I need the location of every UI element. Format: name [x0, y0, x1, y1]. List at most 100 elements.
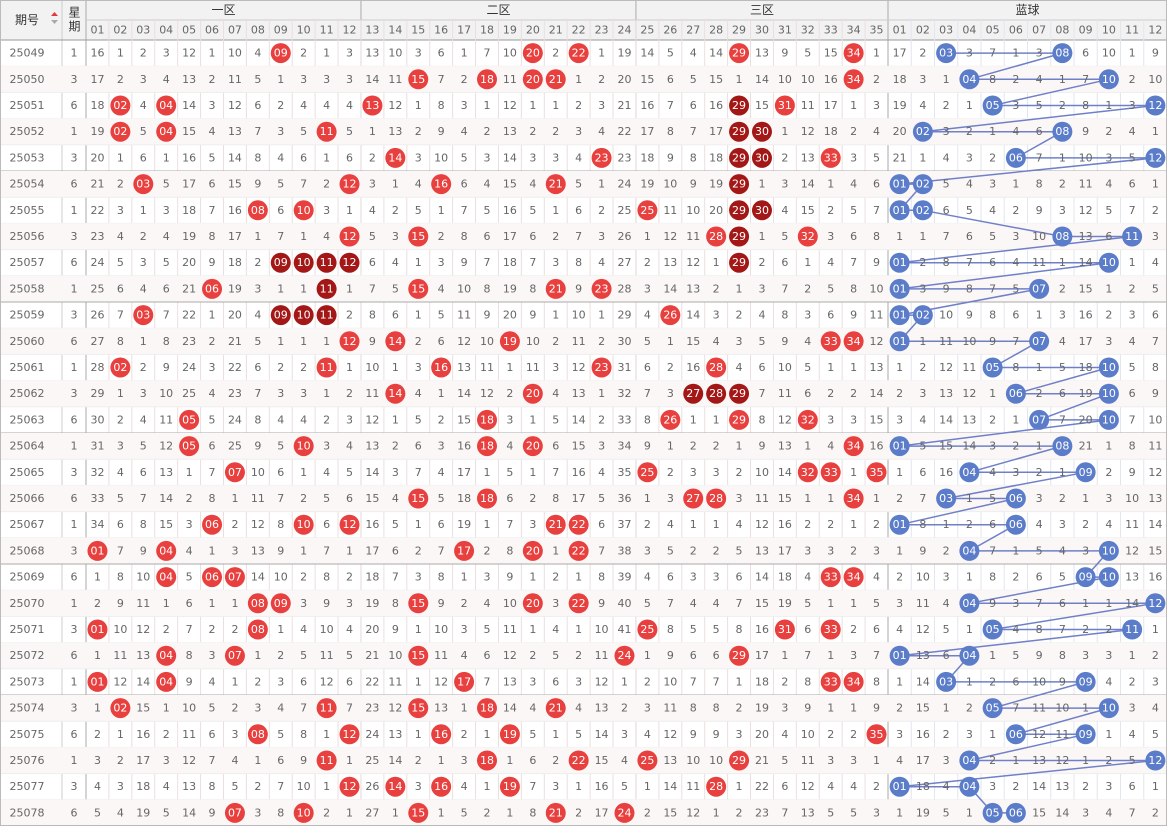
miss-count: 3: [919, 387, 926, 400]
red-ball: [522, 436, 543, 457]
red-ball-number: 25: [640, 754, 654, 767]
miss-count: 1: [850, 466, 857, 479]
miss-count: 5: [1012, 649, 1019, 662]
red-ball-number: 07: [228, 571, 242, 584]
red-ball-number: 20: [526, 597, 540, 610]
miss-count: 3: [804, 544, 811, 557]
miss-count: 2: [552, 335, 559, 348]
miss-count: 3: [346, 597, 353, 610]
red-col-header: 35: [870, 24, 884, 37]
miss-count: 3: [896, 597, 903, 610]
miss-count: 14: [962, 440, 976, 453]
miss-count: 5: [300, 649, 307, 662]
miss-count: 14: [251, 571, 265, 584]
miss-count: 13: [1125, 571, 1139, 584]
issue-header[interactable]: 期号: [15, 13, 39, 27]
miss-count: 23: [90, 230, 104, 243]
red-ball-number: 34: [847, 73, 861, 86]
miss-count: 1: [300, 282, 307, 295]
miss-count: 2: [1012, 780, 1019, 793]
miss-count: 5: [461, 151, 468, 164]
miss-count: 4: [827, 256, 834, 269]
miss-count: 15: [572, 440, 586, 453]
sort-down[interactable]: [51, 20, 58, 24]
blue-ball-number: 01: [893, 178, 907, 191]
miss-count: 7: [484, 256, 491, 269]
miss-count: 2: [461, 728, 468, 741]
miss-count: 7: [598, 544, 605, 557]
blue-ball-number: 07: [1032, 335, 1046, 348]
miss-count: 2: [323, 806, 330, 819]
miss-count: 10: [388, 47, 402, 60]
blue-ball: [1145, 750, 1166, 771]
miss-count: 16: [824, 73, 838, 86]
red-ball: [477, 750, 497, 771]
miss-count: 12: [503, 99, 517, 112]
miss-count: 1: [346, 544, 353, 557]
miss-count: 6: [1129, 387, 1136, 400]
red-ball: [866, 462, 887, 483]
miss-count: 13: [434, 702, 448, 715]
red-ball: [591, 147, 612, 168]
miss-count: 5: [827, 806, 834, 819]
miss-count: 1: [827, 492, 834, 505]
miss-count: 2: [323, 413, 330, 426]
miss-count: 37: [617, 518, 631, 531]
red-ball: [408, 488, 429, 509]
blue-ball: [959, 593, 980, 614]
miss-count: 20: [893, 125, 907, 138]
miss-count: 11: [388, 675, 402, 688]
blue-ball-number: 05: [986, 361, 1000, 374]
miss-count: 5: [989, 230, 996, 243]
miss-count: 1: [943, 73, 950, 86]
blue-trend-line: [1038, 392, 1110, 421]
weekday: 1: [71, 518, 78, 531]
blue-ball-number: 04: [962, 597, 976, 610]
miss-count: 7: [1059, 413, 1066, 426]
miss-count: 8: [804, 675, 811, 688]
red-ball: [202, 278, 223, 299]
miss-count: 8: [667, 125, 674, 138]
blue-ball-number: 10: [1102, 73, 1116, 86]
red-ball-number: 35: [870, 466, 884, 479]
miss-count: 3: [667, 387, 674, 400]
miss-count: 8: [943, 256, 950, 269]
miss-count: 1: [575, 623, 582, 636]
miss-count: 15: [663, 806, 677, 819]
red-ball-number: 05: [182, 413, 196, 426]
miss-count: 1: [254, 230, 261, 243]
miss-count: 6: [186, 597, 193, 610]
red-ball: [431, 174, 452, 195]
miss-count: 2: [254, 780, 261, 793]
red-ball-number: 14: [388, 335, 402, 348]
miss-count: 18: [824, 125, 838, 138]
miss-count: 20: [617, 73, 631, 86]
miss-count: 6: [713, 649, 720, 662]
red-ball: [316, 750, 337, 771]
red-ball-number: 22: [572, 597, 586, 610]
blue-ball: [1075, 462, 1096, 483]
miss-count: 4: [484, 178, 491, 191]
miss-count: 7: [323, 544, 330, 557]
blue-ball: [1098, 567, 1119, 588]
red-ball: [247, 200, 268, 221]
miss-count: 14: [640, 47, 654, 60]
red-ball-number: 07: [228, 649, 242, 662]
miss-count: 3: [552, 597, 559, 610]
miss-count: 1: [209, 47, 216, 60]
miss-count: 18: [916, 780, 930, 793]
miss-count: 1: [850, 518, 857, 531]
miss-count: 9: [209, 256, 216, 269]
issue: 25075: [10, 728, 45, 741]
miss-count: 1: [736, 73, 743, 86]
miss-count: 6: [1082, 47, 1089, 60]
miss-count: 31: [90, 440, 104, 453]
miss-count: 10: [595, 623, 609, 636]
miss-count: 1: [989, 387, 996, 400]
miss-count: 1: [713, 413, 720, 426]
sort-up[interactable]: [51, 12, 58, 16]
miss-count: 13: [1148, 492, 1162, 505]
miss-count: 1: [1012, 544, 1019, 557]
weekday: 1: [71, 47, 78, 60]
miss-count: 1: [552, 728, 559, 741]
